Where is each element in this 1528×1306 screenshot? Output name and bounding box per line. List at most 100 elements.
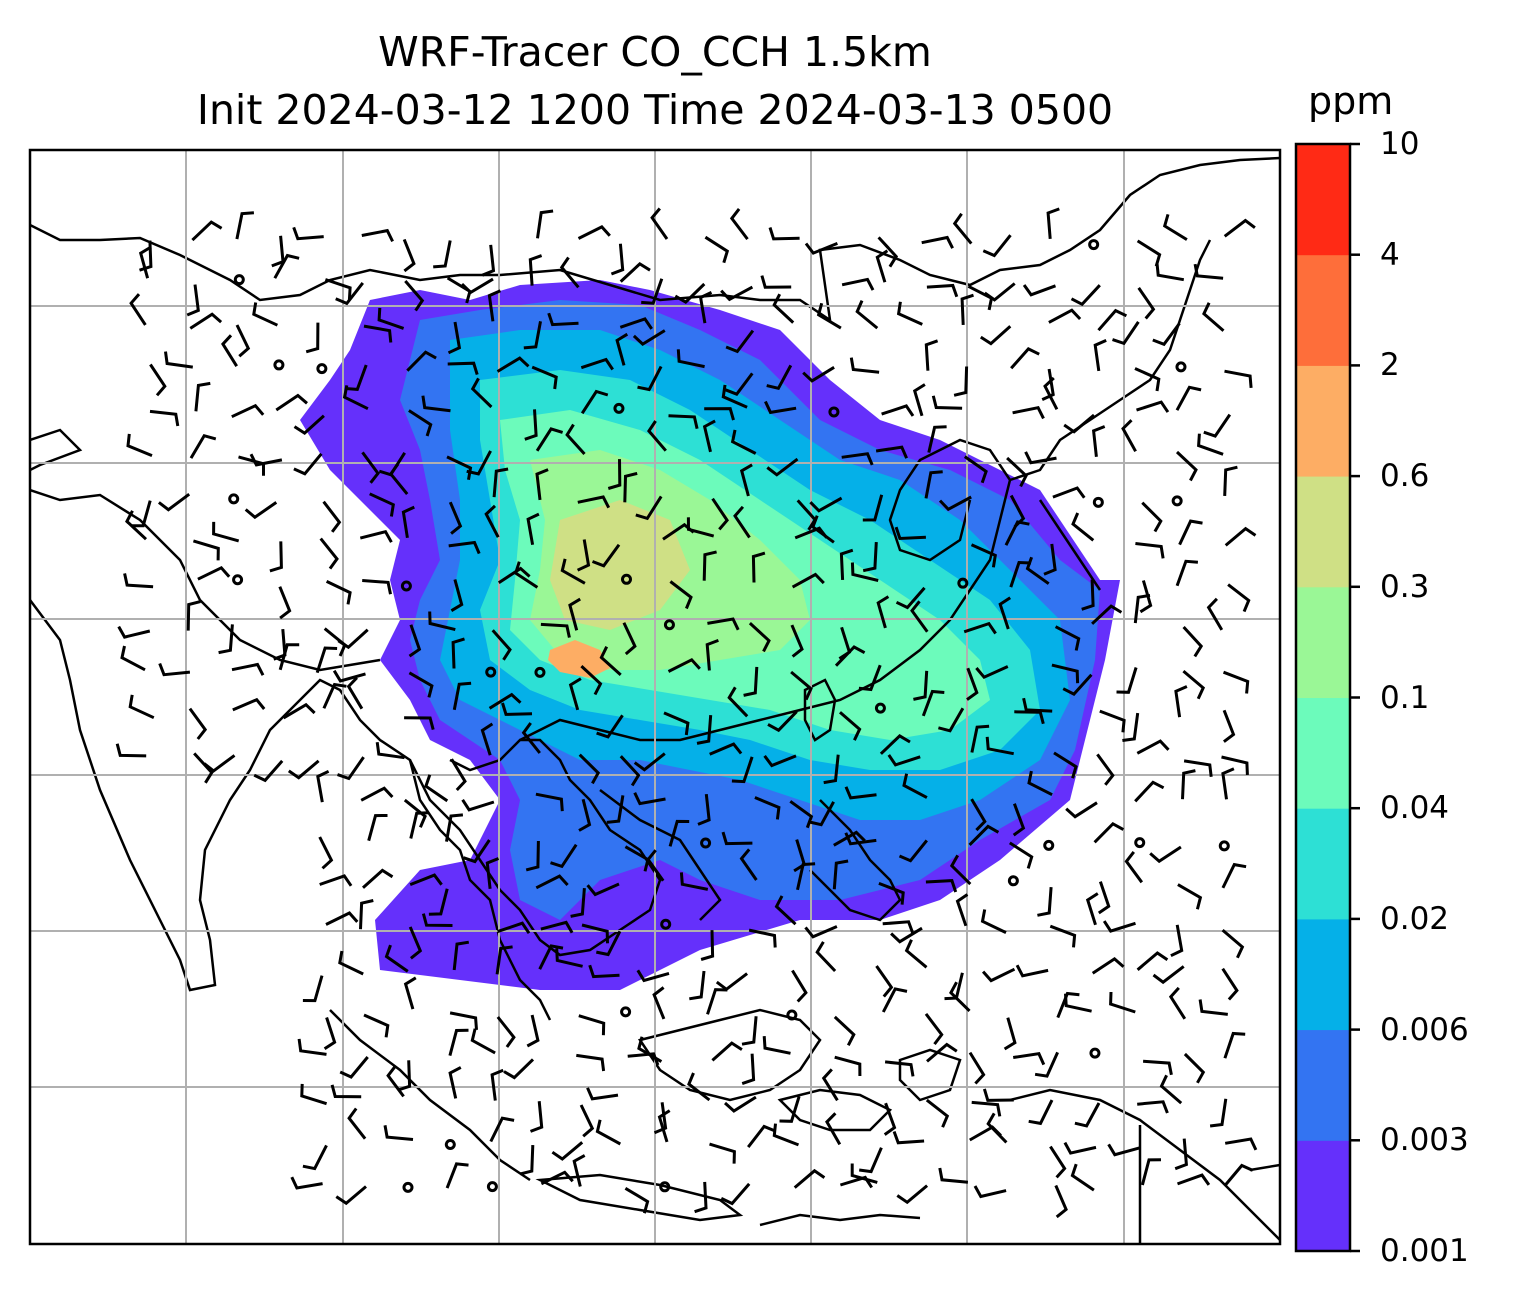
wind-barb <box>273 253 300 279</box>
calm-wind-marker <box>1007 875 1019 887</box>
wind-barb <box>896 301 923 326</box>
wind-barb <box>535 468 549 501</box>
wind-barb <box>606 795 625 824</box>
wind-barb <box>1043 376 1059 410</box>
colorbar-segment <box>1296 1029 1350 1141</box>
wind-barb <box>709 1142 736 1164</box>
wind-barb <box>731 756 754 784</box>
wind-barb <box>707 617 740 631</box>
wind-barb <box>1091 957 1125 975</box>
wind-barb <box>586 1087 619 1101</box>
wind-barb <box>362 579 392 595</box>
wind-barb <box>1116 667 1138 694</box>
wind-barb <box>421 913 453 927</box>
wind-barb <box>760 275 792 289</box>
wind-barb <box>1142 1059 1173 1076</box>
wind-barb <box>727 686 749 718</box>
wind-barb <box>588 964 620 979</box>
wind-barb <box>902 773 928 799</box>
wind-barb <box>607 459 622 490</box>
wind-barb <box>700 930 715 961</box>
wind-barb <box>580 357 614 371</box>
wind-barb <box>496 356 530 373</box>
wind-barb <box>739 463 753 497</box>
wind-barb <box>1052 486 1086 499</box>
wind-barb <box>615 332 629 366</box>
wind-barb <box>1065 801 1098 819</box>
wind-barb <box>186 284 200 317</box>
wind-barb <box>323 1017 337 1051</box>
wind-barb <box>570 887 586 918</box>
wind-barb <box>862 494 884 522</box>
plume-level-06 <box>548 640 610 678</box>
wind-barb <box>249 453 283 467</box>
wind-barb <box>884 1060 915 1077</box>
wind-barb <box>1049 924 1077 948</box>
colorbar-label: 0.3 <box>1380 568 1430 605</box>
wind-barb <box>293 414 325 435</box>
wind-barb <box>565 423 586 456</box>
wind-barb <box>550 843 578 869</box>
wind-barb <box>1177 883 1203 910</box>
wind-barb <box>192 539 220 561</box>
wind-barb <box>384 944 409 973</box>
wind-barb <box>1137 1100 1169 1114</box>
wind-barb <box>1197 433 1224 456</box>
wind-barb <box>1159 1074 1183 1105</box>
wind-barb <box>375 742 405 760</box>
wind-barb <box>633 752 666 772</box>
wind-barb <box>1174 685 1188 718</box>
wind-barb <box>519 1145 535 1176</box>
wind-barb <box>450 758 467 792</box>
wind-barb <box>610 243 625 276</box>
wind-barb <box>983 282 1016 302</box>
wind-barb <box>359 529 393 543</box>
wind-barb <box>164 351 194 369</box>
wind-barb <box>730 429 757 455</box>
wind-barb <box>450 579 464 612</box>
wind-barb <box>490 1068 504 1101</box>
calm-wind-marker <box>400 580 412 592</box>
wind-barb <box>424 774 449 803</box>
wind-barb <box>1227 583 1251 613</box>
wind-barb <box>674 282 706 304</box>
wind-barb <box>791 572 825 589</box>
colorbar-label: 0.006 <box>1380 1011 1469 1048</box>
wind-barb <box>1121 419 1137 453</box>
wind-barb <box>970 724 990 753</box>
wind-barb <box>188 707 208 740</box>
wind-barb <box>878 881 905 905</box>
wind-barb <box>1048 308 1082 324</box>
calm-wind-marker <box>700 837 712 849</box>
wind-barb <box>668 819 690 847</box>
wind-barb <box>762 1036 791 1055</box>
colorbar-segment <box>1296 918 1350 1031</box>
wind-barb <box>924 470 943 499</box>
wind-barb <box>531 365 558 390</box>
wind-barb <box>404 280 425 312</box>
wind-barb <box>580 664 603 696</box>
calm-wind-marker <box>620 573 632 585</box>
wind-barb <box>128 694 155 720</box>
wind-barb <box>637 1036 663 1063</box>
wind-barb <box>448 540 481 555</box>
wind-barb <box>448 1028 469 1056</box>
wind-barb <box>938 1167 969 1184</box>
wind-barb <box>725 329 755 354</box>
wind-barb <box>1074 1102 1101 1128</box>
wind-barb <box>1136 239 1162 267</box>
wind-barb <box>982 1088 1014 1102</box>
wind-barb <box>305 322 320 354</box>
wind-barb <box>409 811 429 839</box>
wind-barb <box>766 364 793 391</box>
wind-barb <box>322 682 347 709</box>
wind-barb <box>641 278 664 305</box>
wind-barb <box>896 1184 929 1205</box>
wind-barb <box>968 824 1000 846</box>
wind-barb <box>484 504 500 538</box>
wind-barb <box>657 1109 671 1143</box>
wind-barb <box>158 662 191 677</box>
wind-barb <box>627 1052 660 1066</box>
colorbar-label: 0.1 <box>1380 679 1430 716</box>
wind-barb <box>302 1144 328 1171</box>
